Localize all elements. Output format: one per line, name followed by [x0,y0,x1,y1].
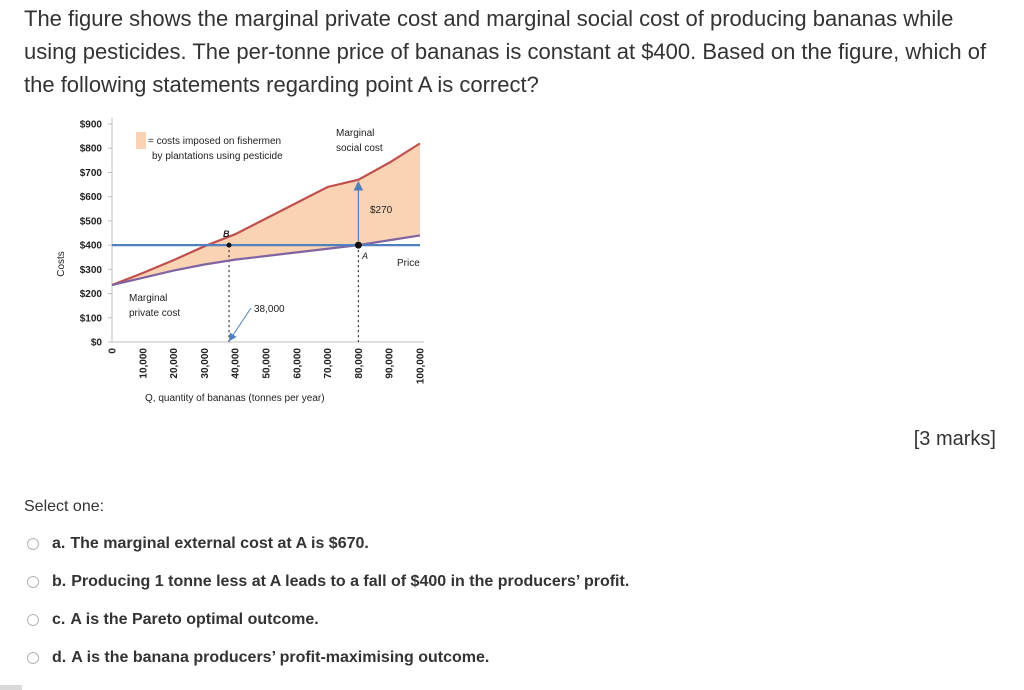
msc-label-line2: social cost [336,143,383,154]
point-b-label: B [223,229,230,239]
y-tick-label: $100 [80,313,103,324]
option-b-radio[interactable] [27,576,39,588]
x-tick-label: 10,000 [138,348,149,379]
marks-label: [3 marks] [913,428,996,450]
option-d-radio[interactable] [27,652,39,664]
externality-chart: $0 $100 $200 $300 $400 $500 $600 $700 $800 $900 0… [50,112,450,412]
y-tick-label: $500 [80,216,103,227]
x-tick-label: 30,000 [200,348,211,379]
x-tick-label: 20,000 [169,348,180,379]
option-a-radio[interactable] [27,538,39,550]
point-a-label: A [361,251,368,261]
y-tick-label: $200 [80,289,103,300]
msc-label-line1: Marginal [336,128,374,139]
y-tick-label: $300 [80,265,103,276]
y-tick-label: $800 [80,144,103,155]
fill-legend-swatch [136,132,146,149]
question-text: The figure shows the marginal private co… [24,6,987,97]
select-one-label: Select one: [24,498,105,515]
x-tick-label: 90,000 [385,348,396,379]
option-c-letter: c. [52,611,66,628]
option-b-text[interactable]: Producing 1 tonne less at A leads to a f… [71,573,630,590]
x-tick-label: 50,000 [262,348,273,379]
x-axis-ticks: 0 10,000 20,000 30,000 40,000 50,000 60,000 70,… [108,348,427,385]
point-a-marker [354,241,362,249]
quantity-arrow [228,307,252,342]
mpc-label-line2: private cost [129,308,180,319]
x-tick-label: 40,000 [231,348,242,379]
mpc-label-line1: Marginal [129,293,167,304]
answer-options: a. The marginal external cost at A is $6… [27,525,629,677]
chart-svg: $0 $100 $200 $300 $400 $500 $600 $700 $800 $900 0… [56,118,427,404]
y-axis-ticks: $0 $100 $200 $300 $400 $500 $600 $700 $800 $900 [80,120,112,349]
option-d-letter: d. [52,649,67,666]
option-a-text[interactable]: The marginal external cost at A is $670. [70,535,369,552]
x-tick-label: 70,000 [323,348,334,379]
corner-tab [0,685,22,690]
price-label: Price [397,258,420,269]
option-b-letter: b. [52,573,67,590]
marginal-private-cost-line [111,234,421,287]
x-tick-label: 60,000 [292,348,303,379]
option-b[interactable]: b. Producing 1 tonne less at A leads to … [27,563,629,601]
option-d[interactable]: d. A is the banana producers’ profit-max… [27,639,629,677]
option-d-text[interactable]: A is the banana producers’ profit-maximi… [71,649,490,666]
y-tick-label: $0 [91,338,103,349]
x-axis-label: Q, quantity of bananas (tonnes per year) [145,393,325,404]
x-tick-label: 0 [108,348,119,354]
marginal-social-cost-line [111,142,421,287]
option-c-text[interactable]: A is the Pareto optimal outcome. [70,611,319,628]
quantity-label: 38,000 [254,304,285,315]
point-b-marker [226,242,232,248]
y-tick-label: $600 [80,192,103,203]
option-a[interactable]: a. The marginal external cost at A is $6… [27,525,629,563]
option-c-radio[interactable] [27,614,39,626]
y-tick-label: $700 [80,168,103,179]
fill-legend-line1: = costs imposed on fishermen [148,136,281,147]
x-tick-label: 100,000 [416,348,427,385]
fill-legend-line2: by plantations using pesticide [152,151,283,162]
x-tick-label: 80,000 [354,348,365,379]
gap-label: $270 [370,205,393,216]
y-tick-label: $400 [80,241,103,252]
y-axis-label: Costs [56,251,67,277]
option-a-letter: a. [52,535,66,552]
option-c[interactable]: c. A is the Pareto optimal outcome. [27,601,629,639]
y-tick-label: $900 [80,120,103,131]
